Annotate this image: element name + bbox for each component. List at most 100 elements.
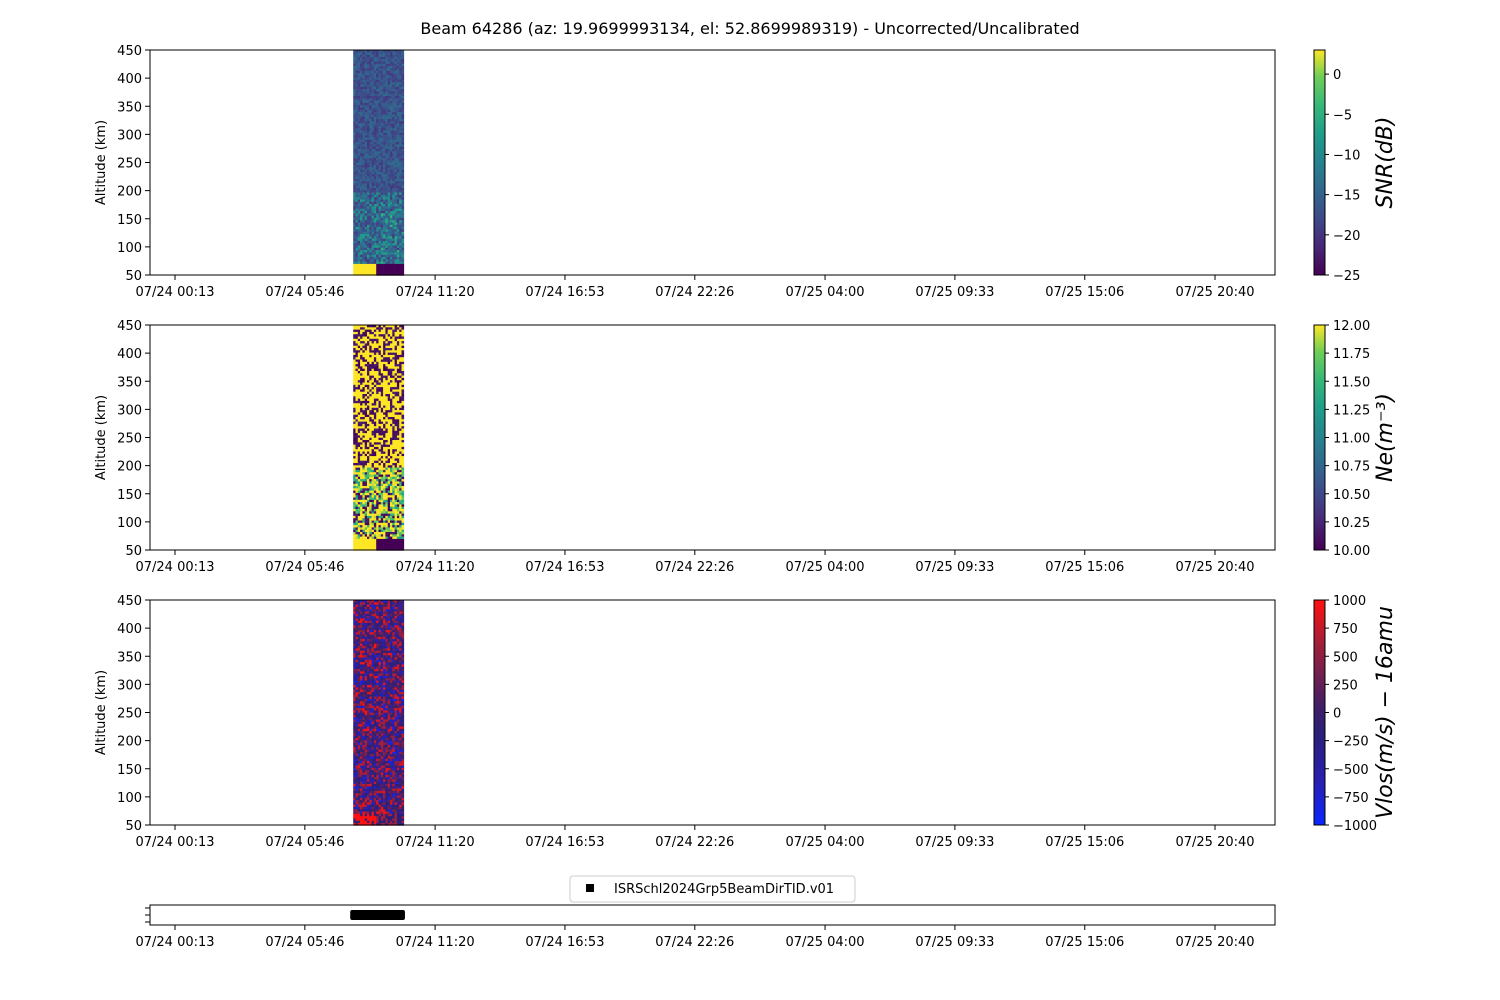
- heatmap-cell: [390, 476, 393, 480]
- heatmap-cell: [360, 102, 363, 106]
- heatmap-cell: [355, 329, 359, 333]
- heatmap-cell: [367, 257, 370, 260]
- heatmap-cell: [392, 412, 395, 415]
- heatmap-cell: [380, 366, 384, 369]
- heatmap-cell: [376, 483, 379, 487]
- heatmap-cell: [390, 465, 393, 468]
- heatmap-cell: [360, 774, 363, 778]
- heatmap-cell: [360, 268, 363, 272]
- heatmap-cell: [399, 54, 402, 58]
- heatmap-cell: [364, 751, 368, 755]
- heatmap-cell: [353, 515, 356, 519]
- heatmap-cell: [399, 499, 402, 503]
- heatmap-cell: [396, 341, 400, 344]
- heatmap-cell: [371, 366, 375, 369]
- heatmap-cell: [367, 222, 370, 226]
- heatmap-cell: [392, 481, 395, 484]
- heatmap-cell: [355, 548, 359, 551]
- heatmap-cell: [355, 682, 359, 686]
- heatmap-cell: [373, 243, 377, 246]
- heatmap-cell: [367, 543, 370, 547]
- heatmap-cell: [387, 125, 391, 129]
- heatmap-cell: [357, 495, 361, 498]
- heatmap-cell: [371, 171, 375, 175]
- heatmap-cell: [394, 261, 398, 265]
- heatmap-cell: [383, 199, 386, 203]
- heatmap-cell: [378, 63, 382, 67]
- heatmap-cell: [369, 114, 372, 117]
- heatmap-cell: [380, 352, 384, 356]
- heatmap-cell: [362, 144, 366, 147]
- heatmap-cell: [357, 662, 361, 665]
- heatmap-cell: [376, 144, 379, 147]
- heatmap-cell: [380, 331, 384, 335]
- heatmap-cell: [385, 204, 389, 207]
- heatmap-cell: [394, 66, 398, 69]
- heatmap-cell: [362, 394, 366, 397]
- heatmap-cell: [367, 412, 370, 415]
- heatmap-cell: [367, 451, 370, 455]
- heatmap-cell: [390, 160, 393, 163]
- heatmap-cell: [364, 398, 368, 402]
- heatmap-cell: [371, 192, 375, 196]
- heatmap-cell: [392, 380, 395, 383]
- heatmap-cell: [378, 238, 382, 242]
- heatmap-cell: [376, 146, 379, 150]
- heatmap-cell: [394, 123, 398, 127]
- heatmap-cell: [367, 263, 370, 267]
- heatmap-cell: [380, 259, 384, 262]
- heatmap-cell: [394, 366, 398, 369]
- heatmap-cell: [390, 483, 393, 487]
- heatmap-cell: [383, 98, 386, 101]
- heatmap-cell: [392, 139, 395, 143]
- heatmap-cell: [362, 724, 366, 727]
- heatmap-cell: [364, 407, 368, 411]
- heatmap-cell: [373, 93, 377, 97]
- heatmap-cell: [401, 54, 405, 58]
- heatmap-cell: [367, 380, 370, 383]
- heatmap-cell: [355, 611, 359, 615]
- heatmap-cell: [373, 405, 377, 409]
- heatmap-cell: [383, 449, 386, 452]
- heatmap-cell: [373, 497, 377, 501]
- heatmap-cell: [373, 529, 377, 533]
- heatmap-cell: [392, 167, 395, 170]
- heatmap-cell: [362, 270, 366, 274]
- heatmap-cell: [401, 178, 405, 182]
- heatmap-cell: [364, 169, 368, 173]
- heatmap-cell: [394, 414, 398, 418]
- heatmap-cell: [364, 744, 368, 748]
- heatmap-cell: [371, 398, 375, 402]
- y-tick-label: 250: [117, 157, 142, 172]
- heatmap-cell: [383, 387, 386, 390]
- heatmap-cell: [376, 488, 379, 491]
- heatmap-cell: [355, 740, 359, 743]
- heatmap-cell: [371, 375, 375, 379]
- heatmap-cell: [362, 442, 366, 445]
- heatmap-cell: [364, 123, 368, 127]
- heatmap-cell: [396, 155, 400, 159]
- heatmap-cell: [385, 343, 389, 346]
- heatmap-cell: [387, 398, 391, 402]
- heatmap-cell: [396, 146, 400, 150]
- heatmap-cell: [387, 497, 391, 501]
- heatmap-cell: [353, 629, 356, 633]
- heatmap-cell: [387, 68, 391, 71]
- heatmap-cell: [369, 345, 372, 349]
- heatmap-cell: [362, 204, 366, 207]
- heatmap-cell: [362, 426, 366, 429]
- heatmap-cell: [390, 245, 393, 249]
- heatmap-cell: [394, 428, 398, 432]
- heatmap-cell: [387, 506, 391, 510]
- heatmap-cell: [357, 717, 361, 720]
- heatmap-cell: [369, 142, 372, 145]
- heatmap-cell: [390, 183, 393, 186]
- heatmap-cell: [373, 354, 377, 358]
- heatmap-cell: [390, 185, 393, 189]
- heatmap-cell: [394, 421, 398, 425]
- heatmap-cell: [355, 54, 359, 58]
- heatmap-cell: [390, 336, 393, 340]
- heatmap-cell: [362, 747, 366, 750]
- heatmap-cell: [355, 183, 359, 186]
- heatmap-cell: [401, 336, 405, 340]
